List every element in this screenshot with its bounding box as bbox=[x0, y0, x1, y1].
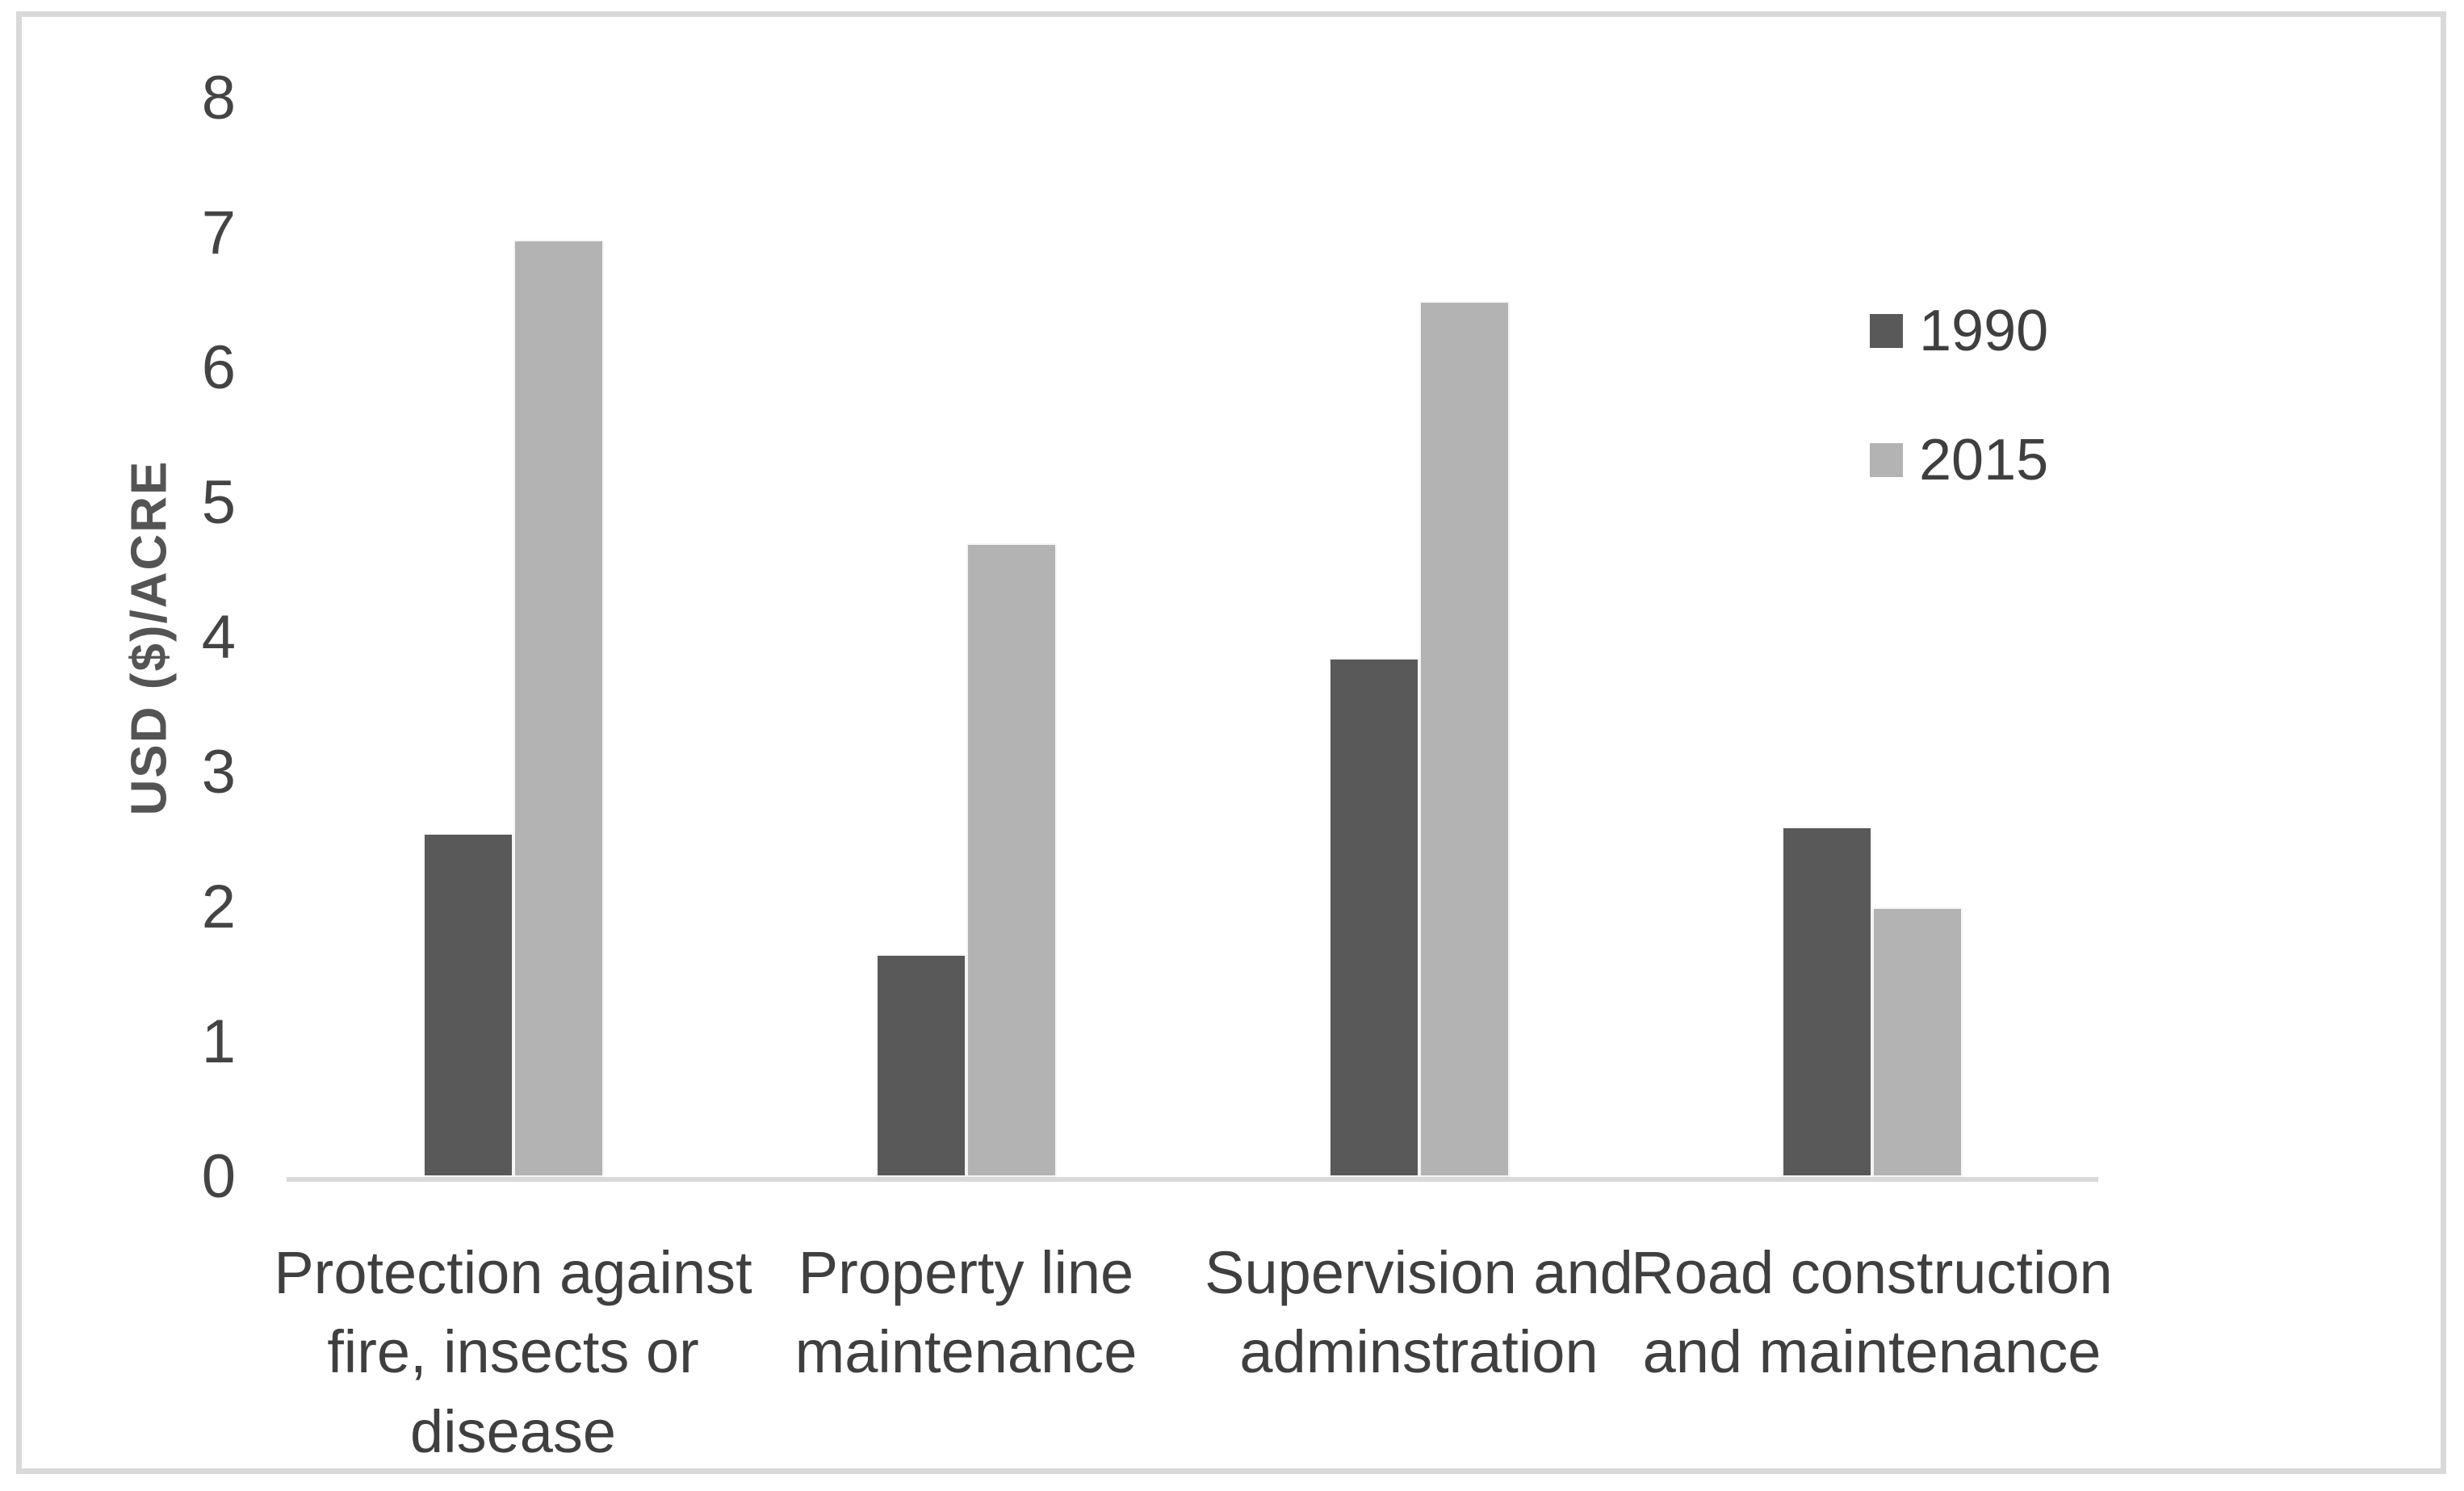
category-label-4: Road construction and maintenance bbox=[1631, 1239, 2113, 1386]
category-label-2: Property line maintenance bbox=[794, 1239, 1138, 1386]
legend-label-2015: 2015 bbox=[1919, 428, 2049, 492]
bar-1990-category-4 bbox=[1781, 826, 1872, 1177]
legend-marker-2015-icon bbox=[1870, 443, 1903, 477]
y-tick-label-1: 1 bbox=[201, 1007, 236, 1076]
category-label-3: Supervision and adminstration bbox=[1205, 1239, 1633, 1386]
legend-marker-1990-icon bbox=[1870, 314, 1903, 348]
bar-2015-category-1 bbox=[513, 240, 604, 1177]
x-axis-line bbox=[287, 1177, 2098, 1182]
legend-item-1990: 1990 bbox=[1870, 302, 2048, 360]
y-tick-label-7: 7 bbox=[201, 199, 236, 267]
y-tick-label-0: 0 bbox=[201, 1142, 236, 1211]
y-tick-label-5: 5 bbox=[201, 468, 236, 537]
bar-2015-category-4 bbox=[1871, 907, 1963, 1177]
y-tick-label-3: 3 bbox=[201, 738, 236, 806]
bar-1990-category-2 bbox=[875, 954, 966, 1177]
chart-frame bbox=[16, 11, 2446, 1474]
bar-1990-category-1 bbox=[422, 833, 513, 1177]
bar-1990-category-3 bbox=[1328, 658, 1419, 1177]
bar-2015-category-3 bbox=[1418, 300, 1510, 1177]
category-label-1: Protection against fire, insects or dise… bbox=[274, 1239, 752, 1465]
bar-2015-category-2 bbox=[966, 543, 1057, 1177]
y-tick-label-4: 4 bbox=[201, 603, 236, 672]
y-tick-label-8: 8 bbox=[201, 64, 236, 132]
y-tick-label-6: 6 bbox=[201, 333, 236, 402]
y-tick-label-2: 2 bbox=[201, 873, 236, 941]
legend-label-1990: 1990 bbox=[1919, 299, 2049, 363]
legend-item-2015: 2015 bbox=[1870, 431, 2048, 489]
